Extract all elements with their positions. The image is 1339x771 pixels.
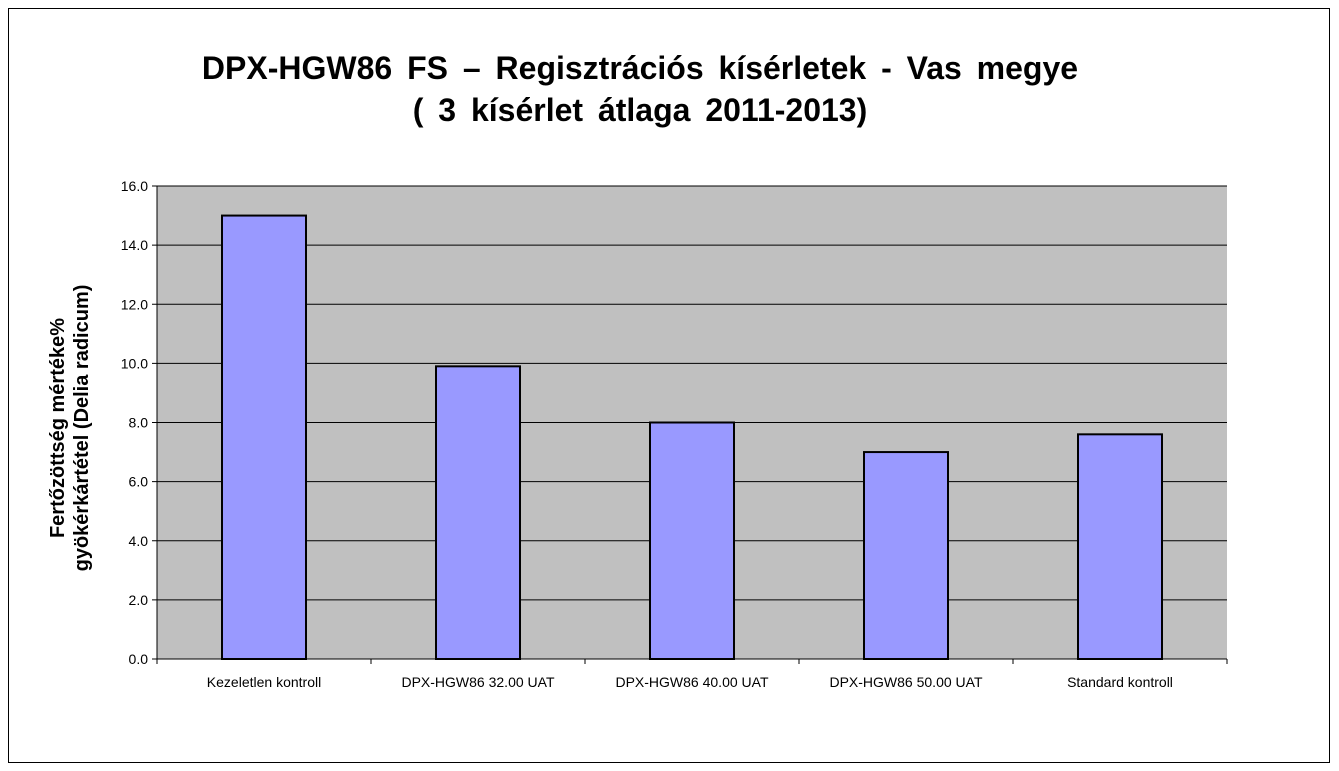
bar bbox=[435, 365, 521, 660]
bar bbox=[221, 214, 307, 660]
y-tick-label: 10.0 bbox=[121, 355, 148, 371]
x-tick-label: Standard kontroll bbox=[1067, 674, 1173, 690]
y-tick-label: 12.0 bbox=[121, 296, 148, 312]
x-tick-label: Kezeletlen kontroll bbox=[207, 674, 321, 690]
y-tick-label: 0.0 bbox=[129, 651, 149, 667]
x-tick-label: DPX-HGW86 50.00 UAT bbox=[829, 674, 982, 690]
bar bbox=[649, 421, 735, 660]
chart-subtitle: ( 3 kísérlet átlaga 2011-2013) bbox=[412, 92, 868, 128]
y-tick-label: 4.0 bbox=[129, 533, 149, 549]
y-tick-label: 16.0 bbox=[121, 178, 148, 194]
y-tick-label: 8.0 bbox=[129, 415, 149, 431]
x-tick-label: DPX-HGW86 32.00 UAT bbox=[401, 674, 554, 690]
chart-title: DPX-HGW86 FS – Regisztrációs kísérletek … bbox=[201, 50, 1079, 86]
y-tick-label: 2.0 bbox=[129, 592, 149, 608]
y-tick-label: 6.0 bbox=[129, 474, 149, 490]
bar bbox=[863, 451, 949, 660]
y-tick-label: 14.0 bbox=[121, 237, 148, 253]
x-tick-label: DPX-HGW86 40.00 UAT bbox=[615, 674, 768, 690]
bar bbox=[1077, 433, 1163, 661]
